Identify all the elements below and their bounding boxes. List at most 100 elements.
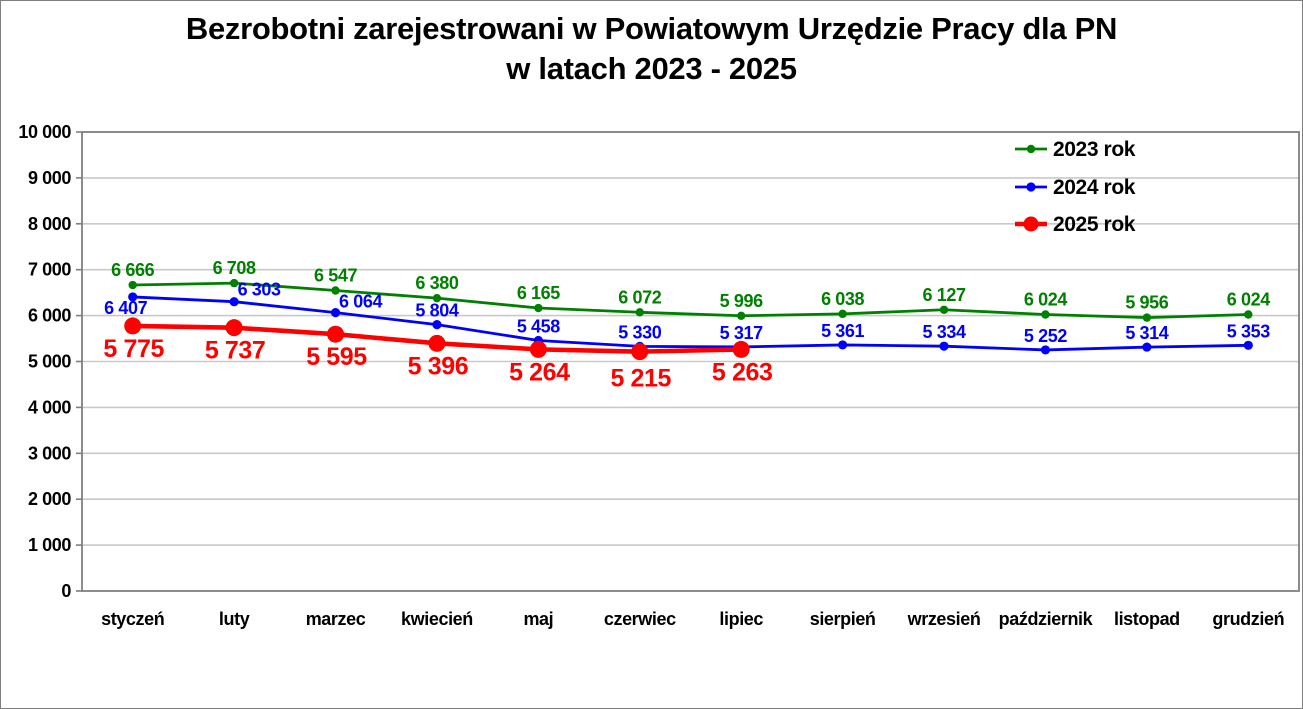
series-2023-rok-point — [229, 278, 239, 288]
series-2024-rok — [128, 292, 1253, 355]
series-2024-rok-point — [838, 340, 848, 350]
y-axis-label: 5 000 — [28, 352, 71, 372]
series-2025-rok-value-label: 5 737 — [205, 337, 266, 365]
series-2024-rok-point — [1142, 342, 1152, 352]
series-2023-rok-value-label: 6 380 — [415, 273, 458, 293]
legend-item-2024-rok — [1015, 182, 1047, 192]
series-2024-rok-value-label: 5 804 — [415, 301, 458, 321]
series-2023-rok-value-label: 6 072 — [618, 287, 661, 307]
legend-item-2025-rok — [1015, 216, 1047, 232]
x-axis-label: listopad — [1114, 609, 1180, 629]
series-2024-rok-value-label: 5 361 — [821, 321, 864, 341]
legend-label-2025-rok: 2025 rok — [1053, 213, 1136, 236]
series-2024-rok-point — [432, 319, 442, 330]
series-2023-rok-value-label: 6 038 — [821, 289, 864, 309]
series-2024-rok-value-label: 6 064 — [339, 292, 382, 312]
series-2023-rok-point — [534, 303, 543, 313]
y-axis-label: 9 000 — [28, 168, 71, 188]
x-axis-label: październik — [999, 609, 1094, 629]
x-axis-label: styczeń — [101, 609, 164, 629]
legend-marker-2023-rok — [1026, 144, 1036, 154]
series-2024-rok-value-label: 5 334 — [923, 322, 966, 342]
series-2023-rok-value-label: 6 547 — [314, 265, 357, 285]
legend-item-2023-rok — [1015, 144, 1047, 154]
series-2024-rok-point — [330, 308, 341, 318]
series-2023-rok-point — [1142, 313, 1152, 322]
series-2024-rok-point — [1040, 345, 1051, 355]
series-2024-rok-point — [939, 341, 949, 351]
series-2023-rok-point — [331, 286, 340, 295]
x-axis-label: wrzesień — [907, 609, 981, 629]
x-axis-label: maj — [523, 609, 553, 629]
series-2023-rok-value-label: 6 127 — [923, 285, 966, 305]
y-axis-label: 4 000 — [28, 397, 71, 417]
series-2023-rok-value-label: 5 996 — [720, 291, 763, 311]
x-axis-label: lipiec — [719, 609, 763, 629]
series-2025-rok-value-label: 5 775 — [103, 335, 164, 363]
series-2023-rok-value-label: 6 708 — [213, 258, 256, 278]
series-2023-rok-point — [737, 311, 746, 320]
series-2024-rok-value-label: 5 314 — [1125, 323, 1168, 343]
series-2025-rok-point — [529, 340, 547, 358]
series-2023-rok-line — [131, 281, 1250, 320]
series-2025-rok-value-label: 5 215 — [611, 365, 672, 393]
x-axis-label: marzec — [306, 609, 366, 629]
series-2023-rok-value-label: 5 956 — [1125, 293, 1168, 313]
series-2025-rok-point — [732, 340, 750, 358]
series-2023-rok-value-label: 6 024 — [1227, 289, 1270, 309]
series-2025-rok — [124, 317, 750, 361]
y-axis-label: 8 000 — [28, 214, 71, 234]
series-2024-rok-value-label: 6 303 — [238, 280, 281, 300]
series-2025-rok-point — [225, 319, 243, 337]
y-axis-label: 7 000 — [28, 260, 71, 280]
legend — [1015, 144, 1047, 232]
chart-title-line-1: Bezrobotni zarejestrowani w Powiatowym U… — [185, 11, 1118, 46]
series-2023-rok-value-label: 6 165 — [517, 283, 560, 303]
y-axis-label: 6 000 — [28, 306, 71, 326]
y-axis-label: 2 000 — [28, 489, 71, 509]
y-axis-label: 1 000 — [28, 535, 71, 555]
chart-title: Bezrobotni zarejestrowani w Powiatowym U… — [1, 9, 1302, 89]
y-axis-label: 0 — [61, 581, 71, 601]
legend-label-2023-rok: 2023 rok — [1053, 138, 1136, 161]
series-2024-rok-value-label: 6 407 — [104, 298, 147, 318]
chart-title-line-2: w latach 2023 - 2025 — [506, 51, 797, 86]
x-axis-label: sierpień — [810, 609, 876, 629]
series-2023-rok-value-label: 6 024 — [1024, 289, 1067, 309]
series-2025-rok-value-label: 5 264 — [509, 358, 570, 386]
series-2023-rok-value-label: 6 666 — [111, 260, 154, 280]
series-2023-rok-point — [838, 309, 847, 319]
series-2025-rok-point — [327, 325, 345, 343]
series-2024-rok-value-label: 5 353 — [1227, 321, 1270, 341]
x-axis-label: luty — [219, 609, 250, 629]
series-2023-rok — [128, 278, 1253, 322]
series-2024-rok-value-label: 5 458 — [517, 316, 560, 336]
legend-marker-2025-rok — [1023, 216, 1039, 232]
series-2023-rok-point — [1041, 310, 1050, 319]
series-2025-rok-point — [428, 334, 446, 352]
series-2025-rok-value-label: 5 263 — [712, 358, 773, 386]
series-2024-rok-line — [131, 295, 1250, 352]
legend-marker-2024-rok — [1026, 182, 1036, 192]
series-2025-rok-value-label: 5 396 — [408, 352, 469, 380]
series-2023-rok-point — [432, 293, 442, 303]
series-2023-rok-point — [128, 280, 137, 290]
series-2023-rok-point — [939, 305, 949, 314]
series-2023-rok-point — [635, 308, 644, 317]
series-2025-rok-value-label: 5 595 — [306, 343, 367, 371]
y-axis-label: 10 000 — [18, 122, 71, 142]
legend-label-2024-rok: 2024 rok — [1053, 176, 1136, 199]
series-2024-rok-value-label: 5 252 — [1024, 326, 1067, 346]
series-2025-rok-point — [631, 343, 649, 361]
series-2024-rok-point — [229, 297, 239, 307]
series-2024-rok-value-label: 5 330 — [618, 322, 661, 342]
series-2023-rok-point — [1244, 310, 1253, 319]
x-axis-label: kwiecień — [401, 609, 473, 629]
series-2025-rok-point — [124, 317, 142, 335]
y-axis-label: 3 000 — [28, 443, 71, 463]
series-2024-rok-value-label: 5 317 — [720, 323, 763, 343]
series-2024-rok-point — [1243, 340, 1253, 350]
series-2024-rok-point — [128, 292, 138, 302]
